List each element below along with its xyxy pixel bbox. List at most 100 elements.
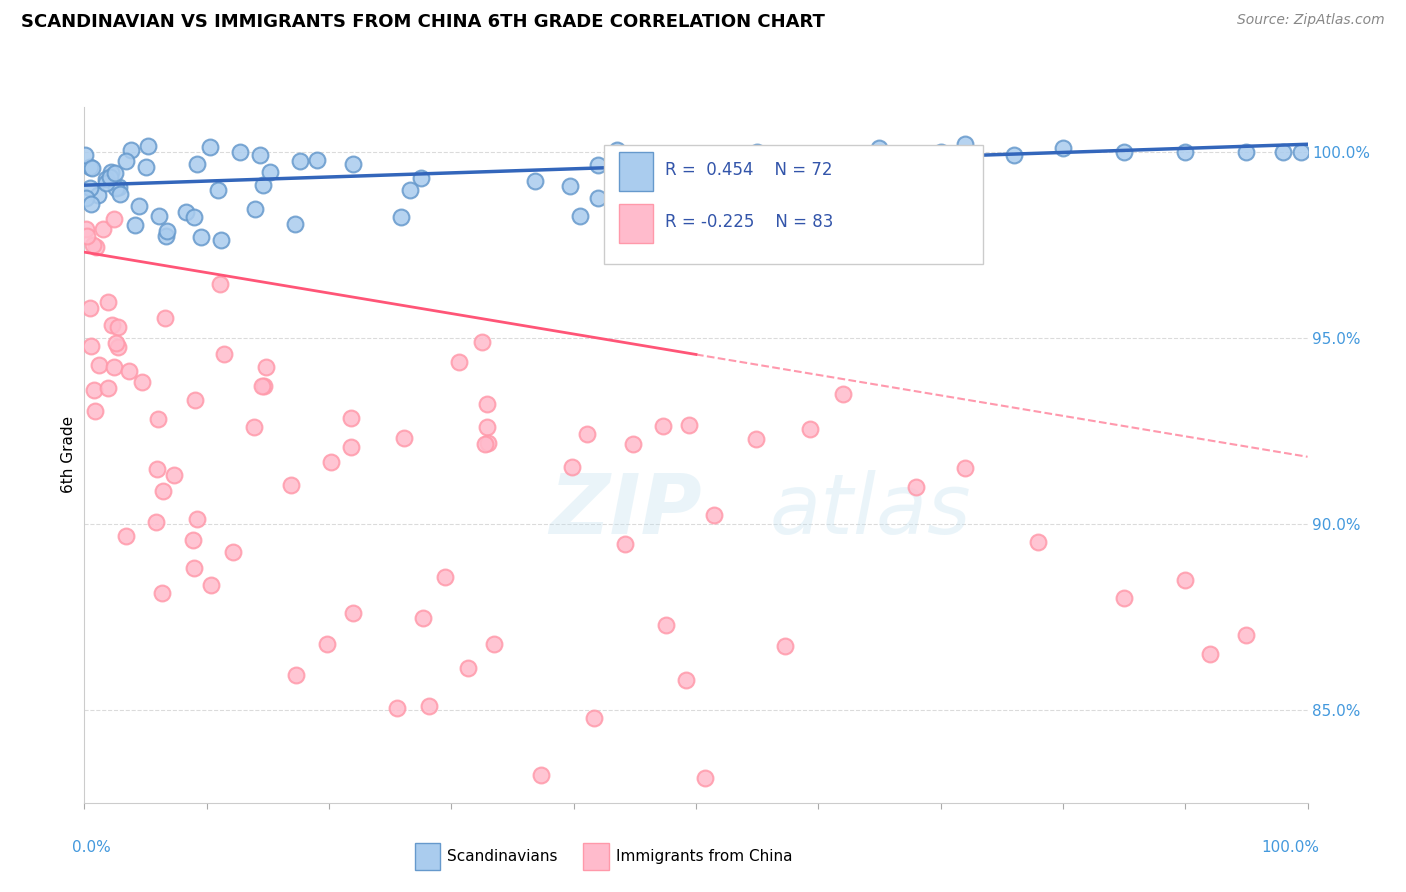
Y-axis label: 6th Grade: 6th Grade xyxy=(60,417,76,493)
Point xyxy=(124,218,146,232)
Point xyxy=(82,237,104,252)
Point xyxy=(101,318,124,332)
Point xyxy=(905,479,928,493)
FancyBboxPatch shape xyxy=(619,153,654,191)
Text: Source: ZipAtlas.com: Source: ZipAtlas.com xyxy=(1237,13,1385,28)
Point xyxy=(482,637,505,651)
Point xyxy=(747,145,769,159)
Point xyxy=(104,166,127,180)
Point xyxy=(929,145,952,159)
Point xyxy=(586,158,609,172)
Point xyxy=(80,197,103,211)
Point xyxy=(136,138,159,153)
Point xyxy=(655,618,678,632)
Point xyxy=(131,375,153,389)
Point xyxy=(477,397,499,411)
Point xyxy=(560,178,582,193)
Text: 100.0%: 100.0% xyxy=(1261,840,1320,855)
Text: ZIP: ZIP xyxy=(550,470,702,551)
Point xyxy=(389,210,412,224)
Point xyxy=(83,383,105,397)
Point xyxy=(280,478,302,492)
Point xyxy=(675,673,697,687)
Point xyxy=(1174,145,1197,159)
Point xyxy=(342,156,364,170)
Point xyxy=(96,176,118,190)
Point xyxy=(84,240,107,254)
Point xyxy=(156,223,179,237)
Point xyxy=(243,202,266,216)
Point xyxy=(96,171,118,186)
Point xyxy=(477,419,499,434)
Point xyxy=(75,148,97,162)
Point xyxy=(1028,535,1050,549)
Point xyxy=(342,606,364,620)
Point xyxy=(228,145,250,160)
Point xyxy=(626,177,648,191)
Point xyxy=(76,191,98,205)
Point xyxy=(477,436,499,450)
Point xyxy=(128,199,150,213)
Point xyxy=(471,334,494,349)
Point xyxy=(155,311,177,326)
Point xyxy=(530,768,553,782)
Point xyxy=(212,347,235,361)
Point xyxy=(97,294,120,309)
Point xyxy=(87,188,110,202)
Point xyxy=(183,561,205,575)
Point xyxy=(652,418,675,433)
Point xyxy=(105,336,128,351)
Point xyxy=(1174,573,1197,587)
Point xyxy=(249,148,271,162)
Point xyxy=(387,700,409,714)
Point xyxy=(148,210,170,224)
Point xyxy=(606,143,628,157)
Point xyxy=(775,640,797,654)
Point xyxy=(252,379,274,393)
Point xyxy=(1236,145,1258,159)
Point xyxy=(392,431,415,445)
Point xyxy=(1236,628,1258,642)
Point xyxy=(82,161,104,175)
FancyBboxPatch shape xyxy=(619,204,654,243)
Point xyxy=(284,668,307,682)
Point xyxy=(588,191,610,205)
Point xyxy=(1198,647,1220,661)
Point xyxy=(208,277,231,292)
Point xyxy=(89,359,111,373)
Point xyxy=(211,233,233,247)
Point xyxy=(79,301,101,315)
Point xyxy=(145,461,167,475)
Point xyxy=(108,187,131,202)
Point xyxy=(108,180,131,194)
Point xyxy=(183,211,205,225)
Text: SCANDINAVIAN VS IMMIGRANTS FROM CHINA 6TH GRADE CORRELATION CHART: SCANDINAVIAN VS IMMIGRANTS FROM CHINA 6T… xyxy=(21,13,825,31)
Point xyxy=(103,359,125,374)
Point xyxy=(98,169,121,184)
Point xyxy=(744,432,766,446)
Point xyxy=(703,508,725,523)
Text: R = -0.225    N = 83: R = -0.225 N = 83 xyxy=(665,213,834,231)
Point xyxy=(84,403,107,417)
Text: atlas: atlas xyxy=(769,470,972,551)
Point xyxy=(339,411,361,425)
Point xyxy=(953,461,976,475)
Point xyxy=(76,229,98,244)
Point xyxy=(869,141,891,155)
Point xyxy=(284,217,307,231)
Point xyxy=(953,137,976,152)
Point xyxy=(1114,145,1136,159)
Point xyxy=(103,212,125,227)
Point xyxy=(582,711,605,725)
Point xyxy=(243,419,266,434)
Point xyxy=(117,364,139,378)
Point xyxy=(254,359,277,374)
Point xyxy=(447,355,470,369)
Point xyxy=(190,230,212,244)
Point xyxy=(107,319,129,334)
Point xyxy=(75,222,97,236)
Text: R =  0.454    N = 72: R = 0.454 N = 72 xyxy=(665,161,832,178)
Point xyxy=(799,422,821,436)
Point xyxy=(252,178,274,192)
Point xyxy=(184,393,207,408)
